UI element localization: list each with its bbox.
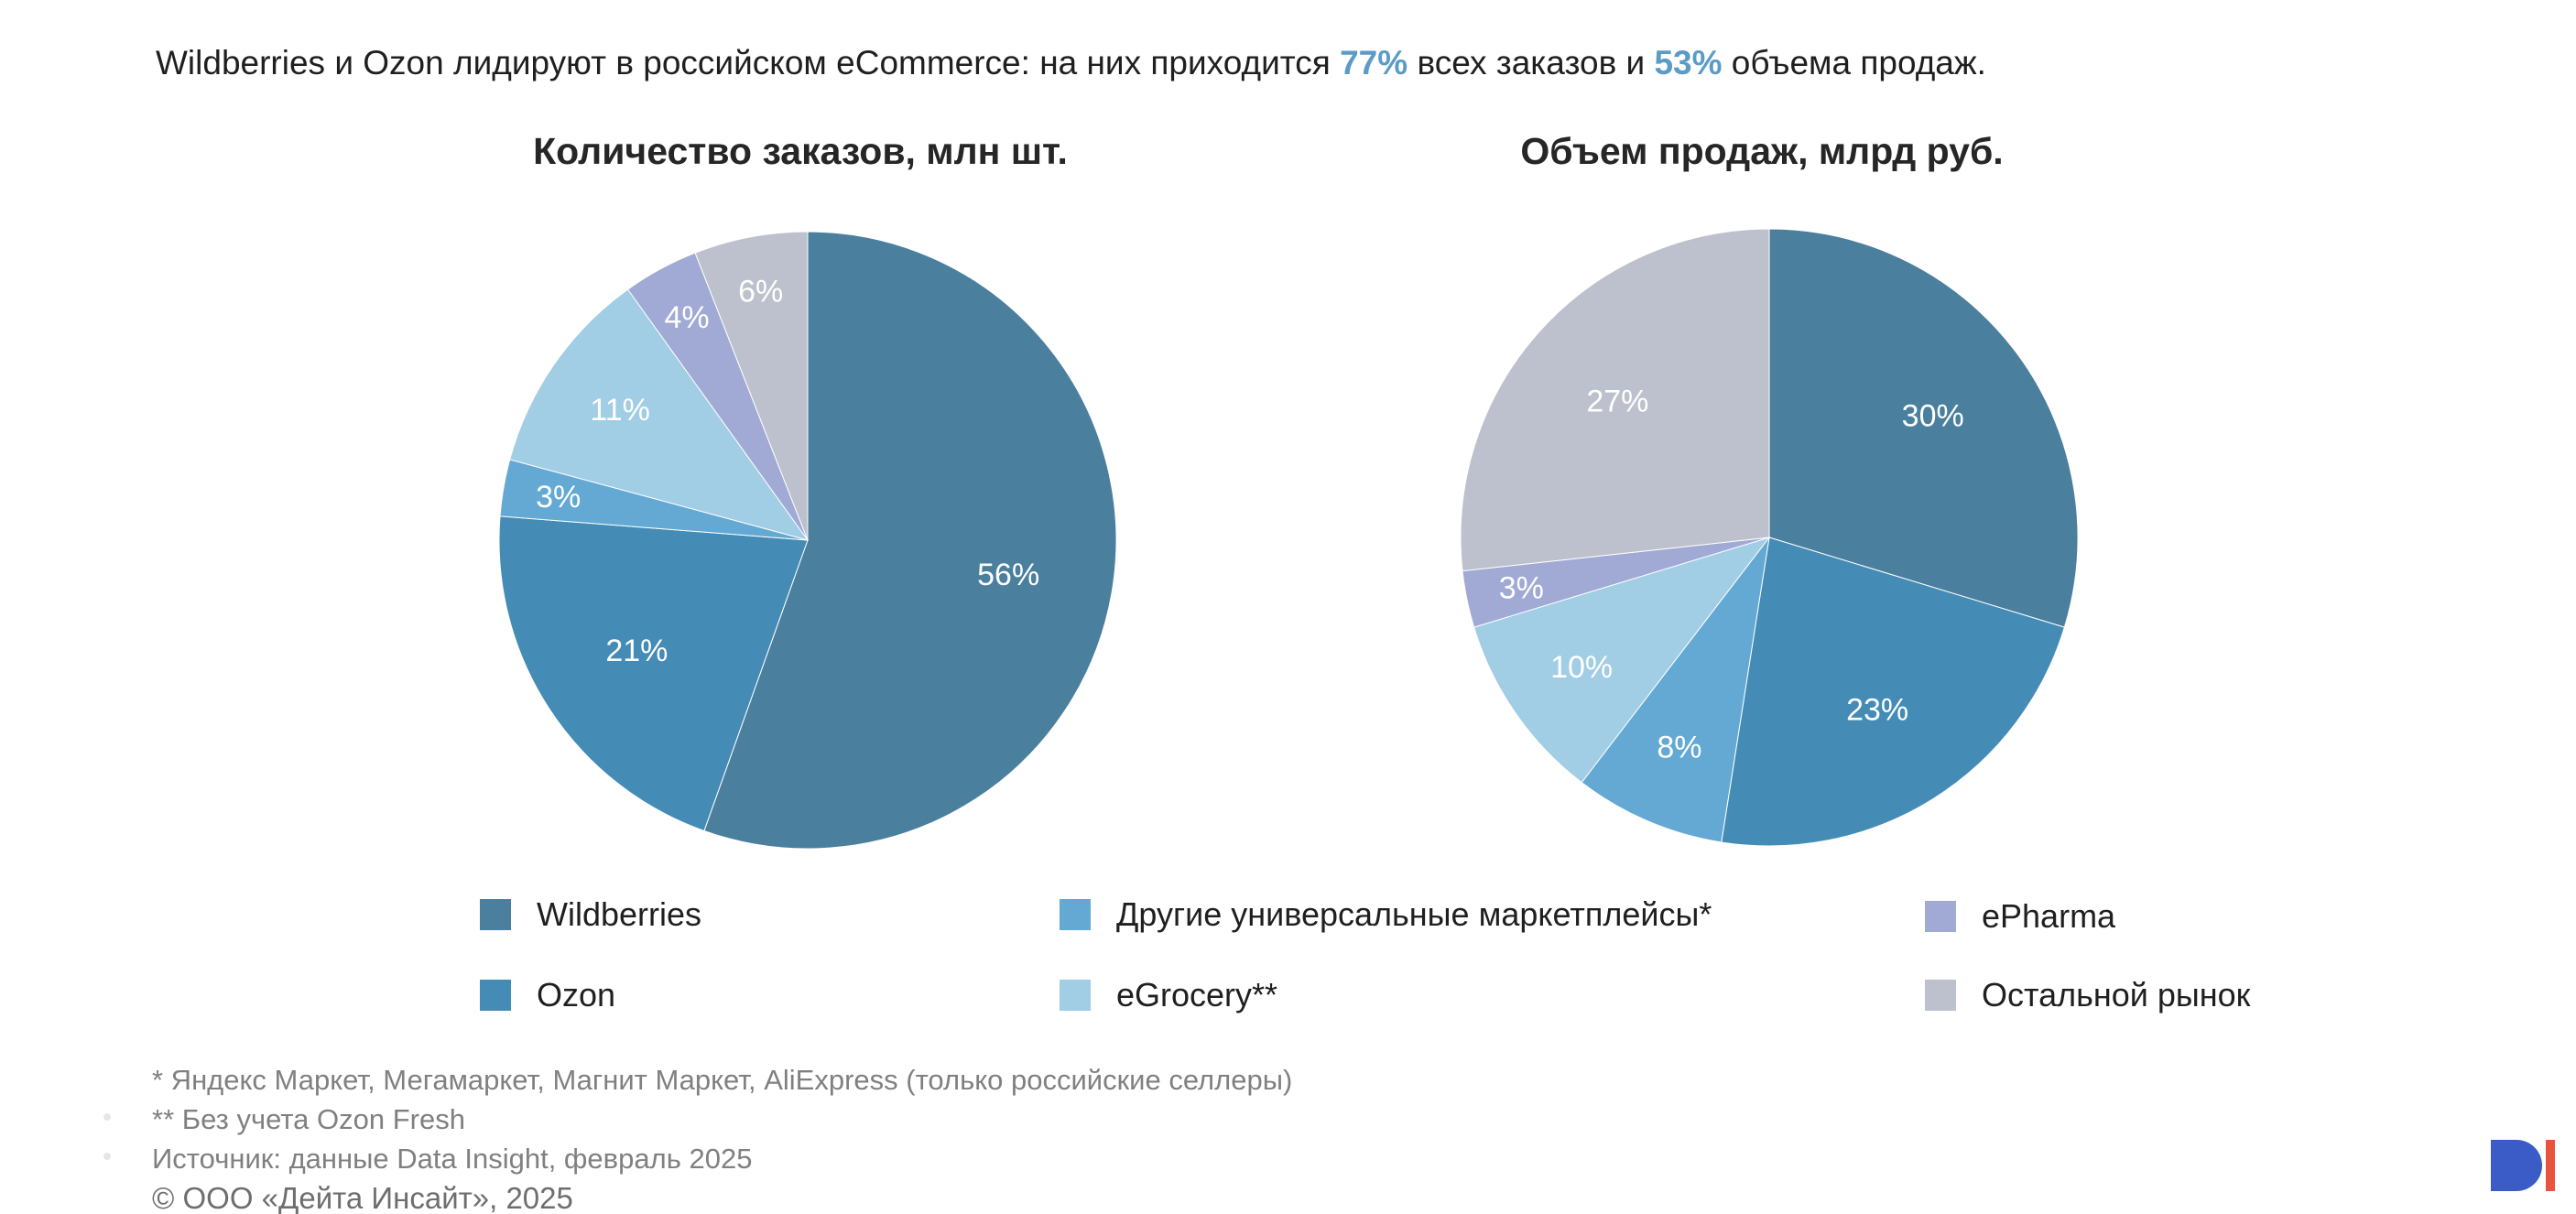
headline-highlight-sales: 53% [1654, 44, 1723, 81]
pie-slice-orders-wildberries [703, 231, 1117, 850]
slice-label-orders-other-marketplaces: 3% [536, 480, 581, 515]
pie-slice-orders-rest [694, 231, 809, 541]
slice-label-sales-epharma: 3% [1499, 570, 1544, 605]
pie-slice-orders-ozon [498, 515, 809, 832]
slice-label-sales-wildberries: 30% [1902, 399, 1964, 434]
pie-slice-sales-egrocery [1473, 537, 1771, 784]
slice-label-orders-egrocery: 11% [590, 393, 650, 428]
slice-label-sales-ozon: 23% [1846, 692, 1908, 727]
bullet-dot [103, 1153, 111, 1160]
slice-label-orders-ozon: 21% [605, 634, 668, 668]
slice-label-sales-other-marketplaces: 8% [1657, 730, 1701, 764]
headline-pre: Wildberries и Ozon лидируют в российском… [156, 44, 1341, 81]
chart-title-sales: Объем продаж, млрд руб. [1520, 130, 2004, 172]
pie-slice-orders-egrocery [509, 288, 810, 541]
footnote-egrocery: ** Без учета Ozon Fresh [152, 1103, 465, 1135]
footnotes: * Яндекс Маркет, Мегамаркет, Магнит Марк… [152, 1060, 1292, 1214]
chart-title-orders: Количество заказов, млн шт. [533, 130, 1068, 172]
logo-d-shape [2491, 1140, 2542, 1191]
slice-label-sales-egrocery: 10% [1550, 650, 1613, 685]
footnote-marketplaces: * Яндекс Маркет, Мегамаркет, Магнит Марк… [152, 1064, 1293, 1096]
copyright: © ООО «Дейта Инсайт», 2025 [152, 1181, 573, 1214]
pie-slice-sales-rest [1460, 228, 1770, 572]
headline-highlight-orders: 77% [1340, 44, 1408, 81]
headline-mid: всех заказов и [1408, 44, 1655, 81]
pie-slice-sales-wildberries [1768, 228, 2079, 628]
headline: Wildberries и Ozon лидируют в российском… [156, 44, 1986, 82]
slice-label-orders-wildberries: 56% [977, 558, 1039, 592]
footnote-source: Источник: данные Data Insight, февраль 2… [152, 1143, 753, 1175]
pie-slice-sales-other-marketplaces [1581, 537, 1770, 843]
headline-post: объема продаж. [1722, 44, 1986, 81]
bullet-dot [103, 1113, 111, 1121]
logo-i-shape [2546, 1140, 2555, 1191]
data-insight-logo [2491, 1140, 2555, 1191]
slice-label-orders-rest: 6% [738, 274, 783, 309]
pie-slice-sales-ozon [1721, 537, 2066, 847]
slice-label-sales-rest: 27% [1586, 385, 1648, 419]
slice-label-orders-epharma: 4% [665, 300, 710, 335]
